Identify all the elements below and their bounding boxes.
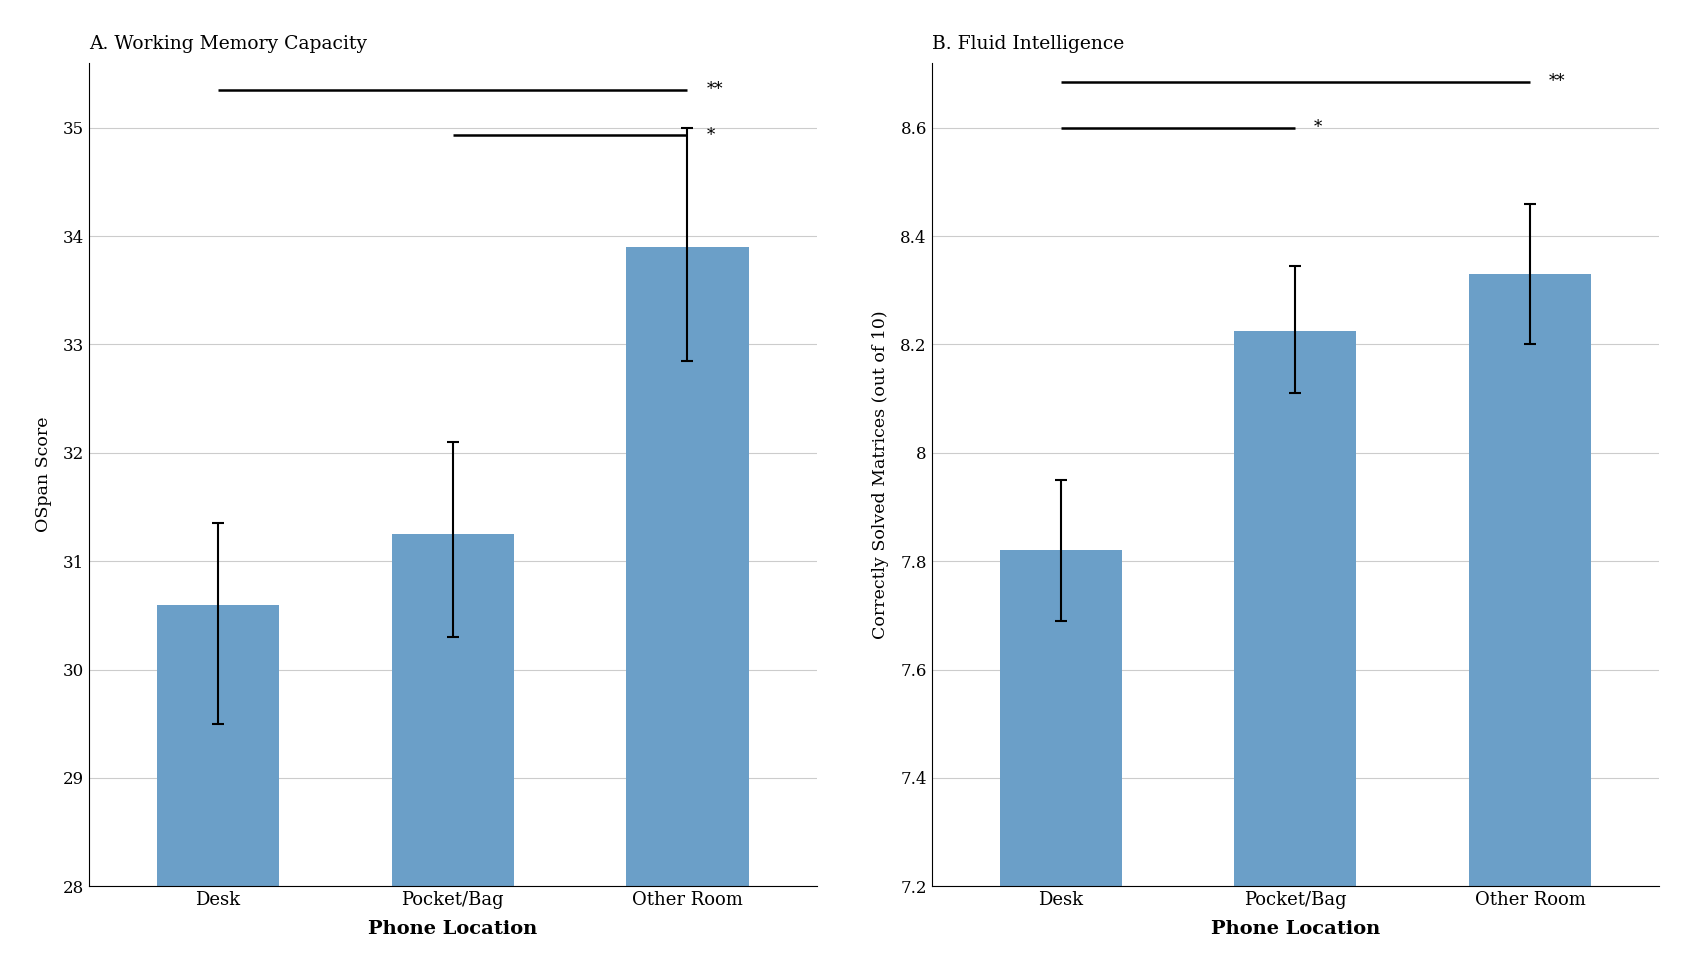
Text: A. Working Memory Capacity: A. Working Memory Capacity [90,35,368,53]
Text: **: ** [706,81,723,98]
Bar [1469,274,1591,973]
X-axis label: Phone Location: Phone Location [368,920,537,938]
X-axis label: Phone Location: Phone Location [1211,920,1381,938]
Text: *: * [706,126,715,144]
Bar [1235,331,1357,973]
Y-axis label: Correctly Solved Matrices (out of 10): Correctly Solved Matrices (out of 10) [872,310,889,638]
Y-axis label: OSpan Score: OSpan Score [34,416,53,532]
Bar [391,534,513,973]
Text: *: * [1315,119,1323,136]
Bar [627,247,749,973]
Bar [999,551,1121,973]
Text: **: ** [1548,73,1565,90]
Bar [158,604,280,973]
Text: B. Fluid Intelligence: B. Fluid Intelligence [932,35,1123,53]
